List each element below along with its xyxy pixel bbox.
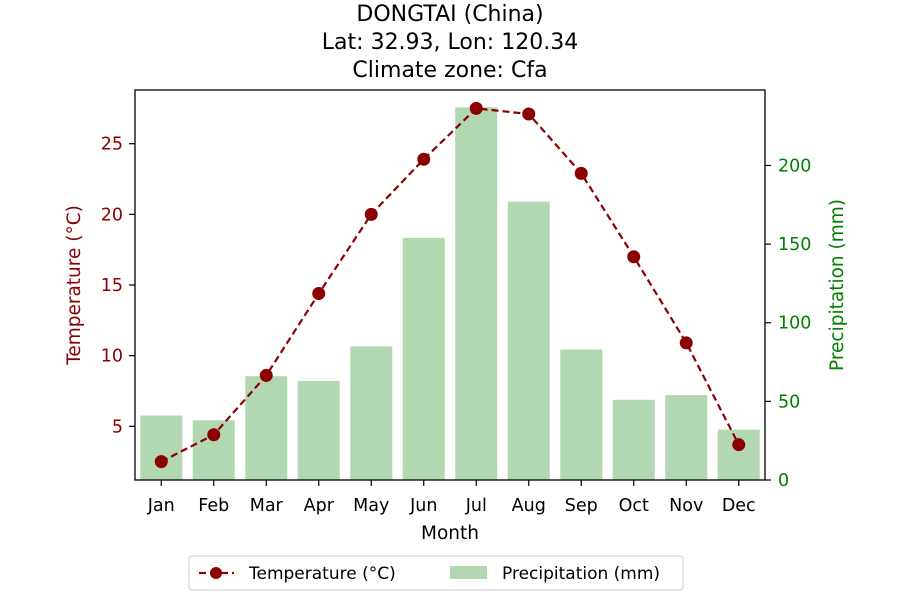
temperature-point-feb <box>207 428 221 442</box>
legend-precipitation-swatch <box>450 566 487 579</box>
temperature-point-sep <box>574 166 588 180</box>
chart-title: DONGTAI (China) Lat: 32.93, Lon: 120.34 Cl… <box>322 2 578 83</box>
precipitation-bars <box>140 107 760 480</box>
temperature-line <box>160 107 740 463</box>
month-tick-label-oct: Oct <box>619 496 649 516</box>
month-tick-label-aug: Aug <box>512 496 546 516</box>
chart-title-line-3: Climate zone: Cfa <box>352 58 547 83</box>
precipitation-tick-label-200: 200 <box>778 156 811 176</box>
precipitation-bar-jun <box>402 237 445 480</box>
temperature-point-may <box>364 207 378 221</box>
precipitation-bar-jul <box>455 107 498 480</box>
precipitation-bar-sep <box>560 349 603 480</box>
precipitation-bar-mar <box>245 376 288 480</box>
precipitation-bar-aug <box>507 201 550 480</box>
temperature-points <box>154 101 746 469</box>
month-tick-label-jun: Jun <box>409 496 437 516</box>
month-tick-label-mar: Mar <box>250 496 284 516</box>
month-tick-label-may: May <box>353 496 389 516</box>
precipitation-bar-oct <box>612 399 655 480</box>
legend-temperature-swatch-marker <box>210 567 222 579</box>
temperature-tick-label-20: 20 <box>101 205 123 225</box>
temperature-point-jul <box>469 101 483 115</box>
month-tick-label-jan: Jan <box>147 496 175 516</box>
month-tick-label-sep: Sep <box>565 496 598 516</box>
month-tick-label-feb: Feb <box>198 496 229 516</box>
temperature-point-oct <box>627 250 641 264</box>
temperature-point-nov <box>679 336 693 350</box>
temperature-point-dec <box>732 438 746 452</box>
month-tick-label-nov: Nov <box>669 496 703 516</box>
precipitation-bar-jan <box>140 415 183 480</box>
precipitation-bar-may <box>350 346 393 480</box>
precipitation-tick-label-50: 50 <box>778 392 800 412</box>
temperature-series-line <box>160 107 740 463</box>
month-tick-label-apr: Apr <box>304 496 335 516</box>
temperature-axis: 5 10 15 20 25 <box>101 135 135 437</box>
precipitation-axis-label: Precipitation (mm) <box>827 199 848 371</box>
temperature-axis-label: Temperature (°C) <box>64 205 85 366</box>
precipitation-tick-label-100: 100 <box>778 314 811 334</box>
chart-legend: Temperature (°C) Precipitation (mm) <box>188 555 684 591</box>
precipitation-bar-nov <box>665 395 708 480</box>
chart-title-line-2: Lat: 32.93, Lon: 120.34 <box>322 30 578 55</box>
temperature-point-jan <box>154 455 168 469</box>
temperature-tick-label-25: 25 <box>101 135 123 155</box>
precipitation-bar-dec <box>717 429 760 480</box>
legend-temperature-label: Temperature (°C) <box>248 564 396 584</box>
temperature-point-apr <box>312 286 326 300</box>
month-axis: Jan Feb Mar Apr May Jun Jul Aug Sep Oct Nov Dec <box>147 480 756 516</box>
chart-title-line-1: DONGTAI (China) <box>356 2 543 27</box>
temperature-point-aug <box>522 107 536 121</box>
precipitation-axis: 0 50 100 150 200 <box>765 156 811 491</box>
temperature-point-jun <box>417 152 431 166</box>
month-tick-label-jul: Jul <box>465 496 487 516</box>
legend-precipitation-label: Precipitation (mm) <box>502 564 660 584</box>
precipitation-tick-label-0: 0 <box>778 471 789 491</box>
month-axis-label: Month <box>421 523 479 544</box>
temperature-tick-label-5: 5 <box>112 417 123 437</box>
legend-box <box>188 555 684 591</box>
temperature-point-mar <box>259 368 273 382</box>
precipitation-tick-label-150: 150 <box>778 235 811 255</box>
month-tick-label-dec: Dec <box>722 496 756 516</box>
temperature-tick-label-10: 10 <box>101 347 123 367</box>
temperature-tick-label-15: 15 <box>101 276 123 296</box>
precipitation-bar-apr <box>297 380 340 480</box>
